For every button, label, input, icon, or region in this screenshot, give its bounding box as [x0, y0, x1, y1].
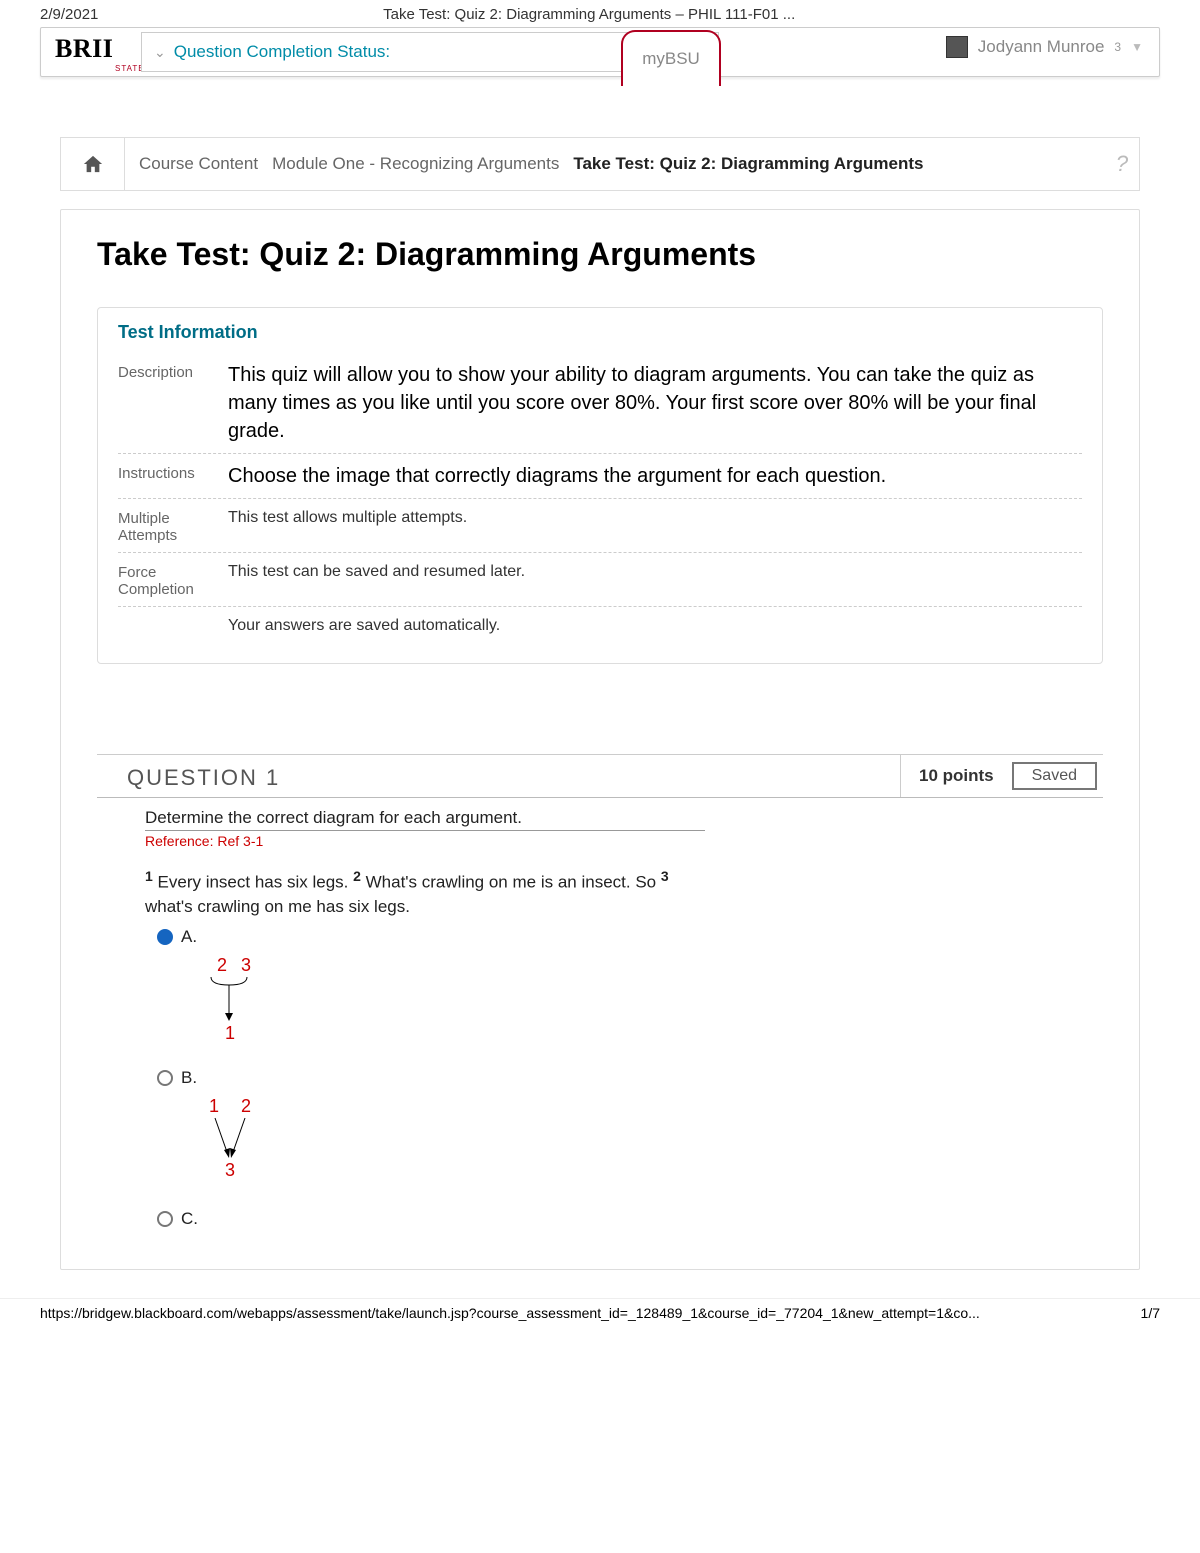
svg-text:1: 1 — [225, 1023, 235, 1043]
option-letter: B. — [181, 1068, 197, 1088]
breadcrumb-item[interactable]: Course Content — [139, 154, 258, 174]
question-reference: Reference: Ref 3-1 — [145, 833, 1103, 849]
home-icon[interactable] — [61, 138, 125, 190]
footer-page: 1/7 — [1141, 1305, 1160, 1321]
info-label: Force Completion — [118, 561, 228, 598]
svg-text:3: 3 — [225, 1160, 235, 1180]
info-label: Instructions — [118, 462, 228, 490]
question-instruction: Determine the correct diagram for each a… — [145, 808, 705, 831]
svg-text:2: 2 — [217, 955, 227, 975]
question-text: 1 Every insect has six legs. 2 What's cr… — [145, 867, 705, 918]
breadcrumb-item[interactable]: Module One - Recognizing Arguments — [272, 154, 559, 174]
info-value: Your answers are saved automatically. — [228, 615, 1082, 637]
print-header: 2/9/2021 Take Test: Quiz 2: Diagramming … — [0, 0, 1200, 23]
option-letter: A. — [181, 927, 197, 947]
answer-option[interactable]: C. — [157, 1209, 1103, 1229]
notification-count: 3 — [1114, 40, 1121, 54]
breadcrumb-items: Course Content Module One - Recognizing … — [125, 154, 1105, 174]
info-value: This quiz will allow you to show your ab… — [228, 361, 1082, 445]
caret-down-icon: ▼ — [1131, 40, 1143, 54]
diagram-container: 23 1 — [199, 955, 1103, 1050]
svg-text:3: 3 — [241, 955, 251, 975]
browser-title: Take Test: Quiz 2: Diagramming Arguments… — [383, 6, 795, 23]
user-name: Jodyann Munroe — [978, 37, 1105, 57]
answer-option[interactable]: B. — [157, 1068, 1103, 1088]
option-letter: C. — [181, 1209, 198, 1229]
info-value: Choose the image that correctly diagrams… — [228, 462, 1082, 490]
tab-mybsu-label: myBSU — [642, 49, 700, 69]
radio-button[interactable] — [157, 1211, 173, 1227]
info-value: This test can be saved and resumed later… — [228, 561, 1082, 598]
breadcrumb: Course Content Module One - Recognizing … — [60, 137, 1140, 191]
answer-options: A.231B.123C. — [145, 927, 1103, 1229]
question-status: Saved — [1012, 762, 1097, 790]
answer-option[interactable]: A. — [157, 927, 1103, 947]
help-icon[interactable]: ? — [1105, 151, 1139, 177]
svg-text:2: 2 — [241, 1096, 251, 1116]
breadcrumb-current: Take Test: Quiz 2: Diagramming Arguments — [573, 154, 923, 174]
footer-url: https://bridgew.blackboard.com/webapps/a… — [40, 1305, 980, 1321]
chevron-down-icon: ⌄ — [154, 44, 166, 61]
question-number: QUESTION 1 — [97, 755, 901, 797]
question-points: 10 points — [901, 766, 1012, 786]
print-date: 2/9/2021 — [40, 6, 98, 23]
argument-diagram: 23 1 — [199, 955, 269, 1045]
info-heading: Test Information — [118, 322, 1082, 343]
info-label — [118, 615, 228, 637]
question-1: QUESTION 1 10 points Saved Determine the… — [97, 754, 1103, 1228]
status-label: Question Completion Status: — [174, 42, 390, 62]
brand-logo[interactable]: BRII — [55, 34, 113, 64]
avatar-icon — [946, 36, 968, 58]
page-title: Take Test: Quiz 2: Diagramming Arguments — [97, 236, 1103, 273]
tab-mybsu[interactable]: myBSU — [621, 30, 721, 86]
app-header: BRII STATE UNIVERSITY ⌄ Question Complet… — [40, 27, 1160, 77]
info-label: Description — [118, 361, 228, 445]
user-menu[interactable]: Jodyann Munroe 3 ▼ — [946, 36, 1143, 58]
argument-diagram: 1 2 3 — [199, 1096, 269, 1186]
diagram-container: 1 2 3 — [199, 1096, 1103, 1191]
test-information: Test Information DescriptionThis quiz wi… — [97, 307, 1103, 664]
info-value: This test allows multiple attempts. — [228, 507, 1082, 544]
content-card: Take Test: Quiz 2: Diagramming Arguments… — [60, 209, 1140, 1270]
radio-button[interactable] — [157, 929, 173, 945]
svg-text:1: 1 — [209, 1096, 219, 1116]
page-footer: https://bridgew.blackboard.com/webapps/a… — [0, 1298, 1200, 1327]
radio-button[interactable] — [157, 1070, 173, 1086]
info-label: Multiple Attempts — [118, 507, 228, 544]
